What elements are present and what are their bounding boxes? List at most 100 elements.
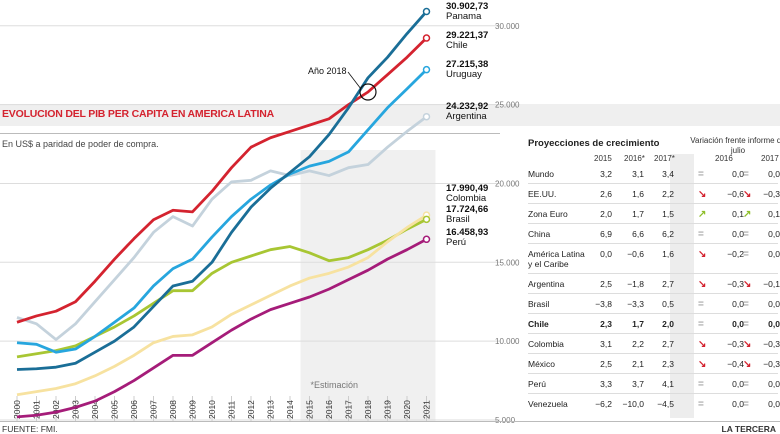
country-label: Mundo: [528, 169, 554, 179]
trend-icon: ↘: [698, 279, 707, 290]
country-label: Venezuela: [528, 399, 568, 409]
end-value-label: 27.215,38: [446, 59, 488, 70]
variation-2017: 0,0: [768, 169, 780, 179]
value-2017: 2,0: [662, 319, 674, 329]
end-marker: [422, 7, 431, 16]
x-tick-label: 2019: [383, 400, 393, 419]
y-tick-label: 30.000: [495, 22, 520, 31]
trend-icon: ↘: [743, 279, 752, 290]
value-2017: −4,5: [657, 399, 674, 409]
x-tick-label: 2013: [266, 400, 276, 419]
series-name-label: Chile: [446, 40, 468, 51]
value-2015: 3,1: [600, 339, 612, 349]
value-2016: 2,2: [632, 339, 644, 349]
trend-icon: ↘: [698, 249, 707, 260]
x-tick-label: 2018: [363, 400, 373, 419]
value-2016: −3,3: [627, 299, 644, 309]
value-2016: −0,6: [627, 249, 644, 259]
variation-2016: −0,3: [727, 279, 744, 289]
column-header: 2016: [715, 154, 733, 163]
column-header: 2017: [761, 154, 779, 163]
variation-2017: 0,0: [768, 249, 780, 259]
row-separator: [528, 183, 778, 184]
variation-2016: −0,4: [727, 359, 744, 369]
variation-2017: −0,3: [763, 339, 780, 349]
trend-icon: ↘: [743, 339, 752, 350]
series-name-label: Colombia: [446, 193, 487, 204]
value-2017: 2,7: [662, 339, 674, 349]
country-label: Perú: [528, 379, 546, 389]
value-2016: −10,0: [622, 399, 644, 409]
country-label: Chile: [528, 319, 549, 329]
value-2016: 1,7: [632, 319, 644, 329]
trend-icon: ↘: [698, 359, 707, 370]
variation-header: Variación frente informe de julio: [690, 136, 780, 155]
trend-icon: ↘: [698, 339, 707, 350]
divider: [0, 421, 780, 422]
series-name-label: Perú: [446, 237, 466, 248]
source-note: FUENTE: FMI.: [2, 424, 58, 434]
country-label: EE.UU.: [528, 189, 557, 199]
value-2015: −6,2: [595, 399, 612, 409]
trend-icon: =: [743, 319, 749, 330]
trend-icon: =: [743, 249, 749, 260]
y-tick-label: 25.000: [495, 101, 520, 110]
trend-icon: =: [698, 379, 704, 390]
value-2017: 6,2: [662, 229, 674, 239]
variation-2016: 0,0: [732, 319, 744, 329]
variation-2017: 0,0: [768, 319, 780, 329]
variation-2017: −0,3: [763, 189, 780, 199]
row-separator: [528, 293, 778, 294]
value-2015: 2,5: [600, 359, 612, 369]
series-name-label: Panama: [446, 11, 482, 22]
value-2015: 2,3: [600, 319, 612, 329]
trend-icon: ↗: [698, 209, 707, 220]
end-value-label: 17.724,66: [446, 204, 488, 215]
row-separator: [528, 333, 778, 334]
series-name-label: Brasil: [446, 214, 470, 225]
trend-icon: ↘: [698, 189, 707, 200]
series-line: [16, 10, 428, 371]
variation-2016: −0,3: [727, 339, 744, 349]
variation-2016: 0,1: [732, 209, 744, 219]
x-tick-label: 2010: [207, 400, 217, 419]
value-2016: 2,1: [632, 359, 644, 369]
row-separator: [528, 203, 778, 204]
series-name-label: Argentina: [446, 111, 487, 122]
trend-icon: =: [743, 169, 749, 180]
variation-2016: 0,0: [732, 399, 744, 409]
x-tick-label: 2002: [51, 400, 61, 419]
value-2017: 2,7: [662, 279, 674, 289]
x-tick-label: 2016: [324, 400, 334, 419]
estimate-label: *Estimación: [311, 380, 359, 390]
value-2017: 0,5: [662, 299, 674, 309]
column-shade: [670, 154, 694, 418]
series-line: [16, 213, 428, 397]
title-band: [0, 104, 780, 126]
chart-title: EVOLUCION DEL PIB PER CAPITA EN AMERICA …: [2, 108, 274, 120]
end-marker: [422, 112, 431, 121]
x-tick-label: 2015: [305, 400, 315, 419]
x-tick-label: 2008: [168, 400, 178, 419]
end-marker: [422, 65, 431, 74]
variation-2016: 0,0: [732, 169, 744, 179]
value-2016: 3,7: [632, 379, 644, 389]
x-tick-label: 2007: [149, 400, 159, 419]
country-label: Zona Euro: [528, 209, 568, 219]
value-2015: −3,8: [595, 299, 612, 309]
value-2015: 3,2: [600, 169, 612, 179]
estimate-region: [300, 150, 436, 396]
value-2017: 2,3: [662, 359, 674, 369]
row-separator: [528, 313, 778, 314]
x-tick-label: 2020: [402, 400, 412, 419]
end-value-label: 29.221,37: [446, 30, 488, 41]
country-label: China: [528, 229, 551, 239]
column-header: 2017*: [654, 154, 675, 163]
value-2015: 2,0: [600, 209, 612, 219]
trend-icon: =: [743, 229, 749, 240]
end-marker: [422, 215, 431, 224]
variation-2016: −0,2: [727, 249, 744, 259]
trend-icon: =: [698, 169, 704, 180]
annotation-circle: [359, 83, 377, 101]
country-label: México: [528, 359, 555, 369]
